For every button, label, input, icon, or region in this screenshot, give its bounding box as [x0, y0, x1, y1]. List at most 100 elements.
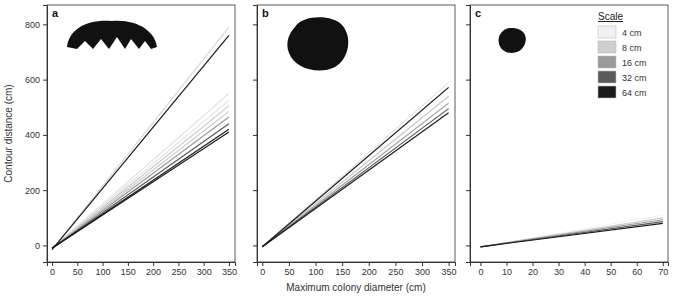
tick: 200	[146, 262, 161, 277]
tick	[253, 24, 257, 25]
tick: 350	[442, 262, 457, 277]
tick-mark	[43, 135, 47, 136]
tick-label: 200	[146, 267, 161, 277]
tick-mark	[289, 262, 290, 266]
tick	[466, 80, 470, 81]
tick-mark	[480, 262, 481, 266]
tick: 150	[121, 262, 136, 277]
y-axis: 0200400600800	[25, 6, 48, 263]
tick-mark	[466, 24, 470, 25]
legend-title: Scale	[598, 11, 623, 22]
tick	[466, 245, 470, 246]
tick	[466, 190, 470, 191]
x-axis: 050100150200250300350	[258, 262, 457, 277]
tick-mark	[585, 262, 586, 266]
tick-label: 200	[25, 186, 40, 196]
tick: 50	[606, 262, 616, 277]
tick-mark	[253, 190, 257, 191]
tick: 0	[35, 241, 47, 251]
tick: 50	[284, 262, 294, 277]
tick-label: 10	[502, 267, 512, 277]
series-line	[52, 117, 229, 248]
tick-label: 150	[121, 267, 136, 277]
tick-mark	[466, 245, 470, 246]
tick-label: 100	[96, 267, 111, 277]
series-line	[52, 27, 229, 249]
tick-label: 350	[222, 267, 237, 277]
tick-mark	[466, 135, 470, 136]
series-line	[52, 132, 229, 248]
series-line	[480, 222, 662, 247]
tick-mark	[316, 262, 317, 266]
legend-swatch	[598, 41, 616, 53]
panel-title: c	[475, 7, 481, 19]
x-axis-title: Maximum colony diameter (cm)	[286, 282, 425, 293]
tick-label: 50	[284, 267, 294, 277]
tick: 800	[25, 20, 47, 30]
tick	[466, 24, 470, 25]
series-line	[480, 220, 662, 247]
tick-mark	[369, 262, 370, 266]
tick-label: 0	[478, 267, 483, 277]
axis-line	[466, 6, 471, 263]
series-line	[52, 106, 229, 248]
tick-label: 250	[171, 267, 186, 277]
tick-label: 0	[260, 267, 265, 277]
series-line	[480, 215, 662, 247]
tick-mark	[466, 80, 470, 81]
tick: 30	[554, 262, 564, 277]
tick-mark	[533, 262, 534, 266]
tick: 60	[632, 262, 642, 277]
plot-frame	[470, 5, 668, 262]
tick-label: 50	[606, 267, 616, 277]
tick-label: 100	[309, 267, 324, 277]
series-line	[262, 96, 448, 247]
panel: 050100150200250300350bMaximum colony dia…	[253, 5, 457, 293]
legend-swatch	[598, 26, 616, 38]
series-line	[262, 103, 448, 247]
legend-label: 32 cm	[622, 73, 647, 83]
tick-mark	[466, 190, 470, 191]
tick	[253, 80, 257, 81]
tick-mark	[253, 24, 257, 25]
axis-line	[471, 263, 669, 267]
lines	[262, 82, 448, 246]
tick	[253, 135, 257, 136]
series-line	[480, 218, 662, 247]
tick-label: 60	[632, 267, 642, 277]
tick-mark	[43, 245, 47, 246]
tick-label: 70	[658, 267, 668, 277]
series-line	[52, 93, 229, 248]
axis-line	[258, 263, 456, 267]
y-axis	[253, 6, 258, 263]
panel-title: b	[262, 7, 269, 19]
tick: 0	[260, 262, 265, 277]
tick-mark	[342, 262, 343, 266]
legend-label: 4 cm	[622, 28, 642, 38]
tick-mark	[128, 262, 129, 266]
tick: 350	[222, 262, 237, 277]
legend: Scale4 cm8 cm16 cm32 cm64 cm	[598, 11, 647, 98]
series-line	[262, 113, 448, 247]
tick-mark	[43, 80, 47, 81]
tick: 250	[388, 262, 403, 277]
x-axis: 050100150200250300350	[48, 262, 237, 277]
tick: 200	[362, 262, 377, 277]
tick	[466, 135, 470, 136]
tick-label: 600	[25, 75, 40, 85]
tick: 150	[335, 262, 350, 277]
tick-mark	[449, 262, 450, 266]
tick-label: 300	[197, 267, 212, 277]
colony-silhouette	[499, 28, 526, 53]
tick-mark	[43, 24, 47, 25]
series-line	[52, 129, 229, 248]
tick-mark	[153, 262, 154, 266]
legend-label: 8 cm	[622, 43, 642, 53]
panel: 0501001502002503003500200400600800aConto…	[3, 5, 237, 277]
tick-label: 20	[528, 267, 538, 277]
tick-mark	[559, 262, 560, 266]
series-line	[52, 35, 229, 249]
tick-mark	[637, 262, 638, 266]
legend-label: 16 cm	[622, 58, 647, 68]
plot-frame	[257, 5, 455, 262]
